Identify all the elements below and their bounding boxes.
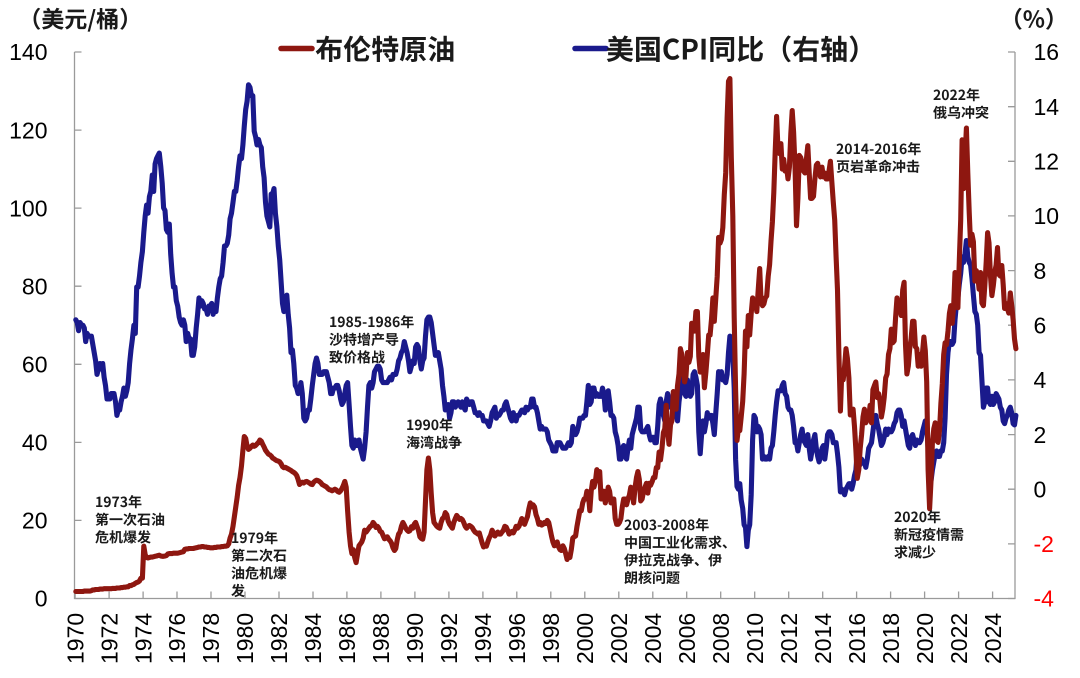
svg-text:2016: 2016 bbox=[844, 613, 870, 664]
svg-text:2010: 2010 bbox=[742, 613, 768, 664]
svg-text:1984: 1984 bbox=[300, 613, 326, 664]
svg-text:1986: 1986 bbox=[334, 613, 360, 664]
svg-text:1998: 1998 bbox=[538, 613, 564, 664]
svg-text:1982: 1982 bbox=[266, 613, 292, 664]
svg-text:0: 0 bbox=[35, 586, 48, 612]
svg-text:0: 0 bbox=[1034, 476, 1047, 502]
svg-text:1978: 1978 bbox=[198, 613, 224, 664]
svg-text:14: 14 bbox=[1034, 94, 1060, 120]
svg-text:1976: 1976 bbox=[164, 613, 190, 664]
svg-text:1988: 1988 bbox=[368, 613, 394, 664]
svg-text:100: 100 bbox=[9, 195, 47, 221]
svg-text:2008: 2008 bbox=[708, 613, 734, 664]
svg-text:1992: 1992 bbox=[436, 613, 462, 664]
svg-text:8: 8 bbox=[1034, 258, 1047, 284]
svg-text:10: 10 bbox=[1034, 203, 1060, 229]
svg-text:2004: 2004 bbox=[640, 613, 666, 664]
svg-text:16: 16 bbox=[1034, 39, 1060, 65]
svg-text:2020: 2020 bbox=[912, 613, 938, 664]
svg-text:1990: 1990 bbox=[402, 613, 428, 664]
svg-text:40: 40 bbox=[22, 430, 48, 456]
svg-text:1974: 1974 bbox=[130, 613, 156, 664]
svg-text:-2: -2 bbox=[1034, 531, 1054, 557]
svg-text:1996: 1996 bbox=[504, 613, 530, 664]
svg-text:120: 120 bbox=[9, 117, 47, 143]
svg-text:20: 20 bbox=[22, 508, 48, 534]
svg-text:2024: 2024 bbox=[980, 613, 1006, 664]
svg-text:1970: 1970 bbox=[62, 613, 88, 664]
svg-text:12: 12 bbox=[1034, 149, 1060, 175]
svg-text:80: 80 bbox=[22, 273, 48, 299]
svg-text:1980: 1980 bbox=[232, 613, 258, 664]
svg-text:6: 6 bbox=[1034, 312, 1047, 338]
svg-text:1972: 1972 bbox=[96, 613, 122, 664]
svg-text:2: 2 bbox=[1034, 422, 1047, 448]
svg-text:2014: 2014 bbox=[810, 613, 836, 664]
svg-text:2022: 2022 bbox=[946, 613, 972, 664]
svg-text:2000: 2000 bbox=[572, 613, 598, 664]
svg-text:2018: 2018 bbox=[878, 613, 904, 664]
svg-text:-4: -4 bbox=[1034, 586, 1055, 612]
svg-text:140: 140 bbox=[9, 39, 47, 65]
svg-text:4: 4 bbox=[1034, 367, 1047, 393]
svg-text:60: 60 bbox=[22, 352, 48, 378]
svg-text:2012: 2012 bbox=[776, 613, 802, 664]
svg-text:2002: 2002 bbox=[606, 613, 632, 664]
svg-text:2006: 2006 bbox=[674, 613, 700, 664]
svg-text:1994: 1994 bbox=[470, 613, 496, 664]
